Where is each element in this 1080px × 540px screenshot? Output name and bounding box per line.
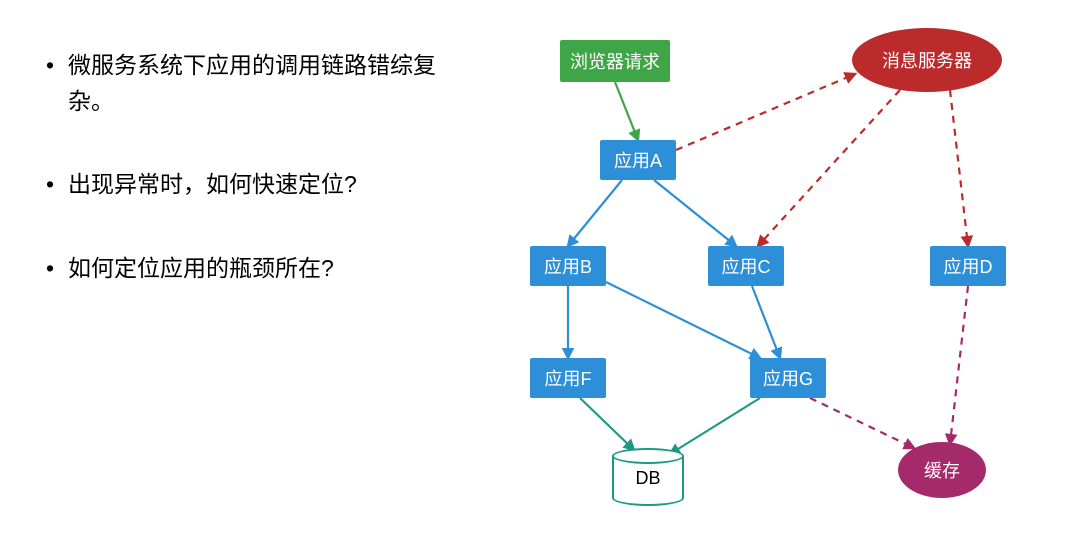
edge-browser-appA — [615, 82, 638, 140]
edge-appD-cache — [950, 286, 968, 444]
bullet-item: 微服务系统下应用的调用链路错综复杂。 — [40, 48, 440, 119]
node-label: 消息服务器 — [882, 47, 972, 73]
edge-appF-db — [580, 398, 634, 450]
edge-msg-appD — [950, 90, 968, 246]
node-label: 应用C — [722, 253, 771, 279]
edge-appA-appC — [654, 180, 736, 246]
node-appG: 应用G — [750, 358, 826, 398]
slide: 微服务系统下应用的调用链路错综复杂。 出现异常时，如何快速定位? 如何定位应用的… — [0, 0, 1080, 540]
edge-msg-appC — [758, 90, 900, 246]
node-appD: 应用D — [930, 246, 1006, 286]
edge-appG-db — [670, 398, 760, 454]
bullet-list: 微服务系统下应用的调用链路错综复杂。 出现异常时，如何快速定位? 如何定位应用的… — [40, 48, 440, 335]
node-appF: 应用F — [530, 358, 606, 398]
node-cache: 缓存 — [898, 442, 986, 498]
node-label: 应用F — [545, 365, 592, 391]
node-label: 应用B — [544, 253, 592, 279]
edge-appA-msg — [676, 74, 855, 150]
node-appC: 应用C — [708, 246, 784, 286]
node-db: DB — [612, 448, 684, 506]
bullet-item: 如何定位应用的瓶颈所在? — [40, 251, 440, 287]
node-label: 应用A — [614, 147, 662, 173]
node-appA: 应用A — [600, 140, 676, 180]
edge-appB-appG — [606, 282, 760, 358]
bullet-item: 出现异常时，如何快速定位? — [40, 167, 440, 203]
node-msg: 消息服务器 — [852, 28, 1002, 92]
node-label: 浏览器请求 — [570, 48, 660, 74]
edge-appC-appG — [752, 286, 780, 358]
edge-appG-cache — [810, 398, 914, 448]
node-label: 应用D — [944, 253, 993, 279]
edge-appA-appB — [568, 180, 622, 246]
node-label: 应用G — [763, 365, 813, 391]
node-label: 缓存 — [924, 457, 960, 483]
node-label: DB — [612, 468, 684, 489]
node-browser: 浏览器请求 — [560, 40, 670, 82]
architecture-diagram: 浏览器请求 消息服务器应用A 应用B 应用C 应用D 应用F 应用G DB 缓存 — [460, 10, 1080, 530]
node-appB: 应用B — [530, 246, 606, 286]
